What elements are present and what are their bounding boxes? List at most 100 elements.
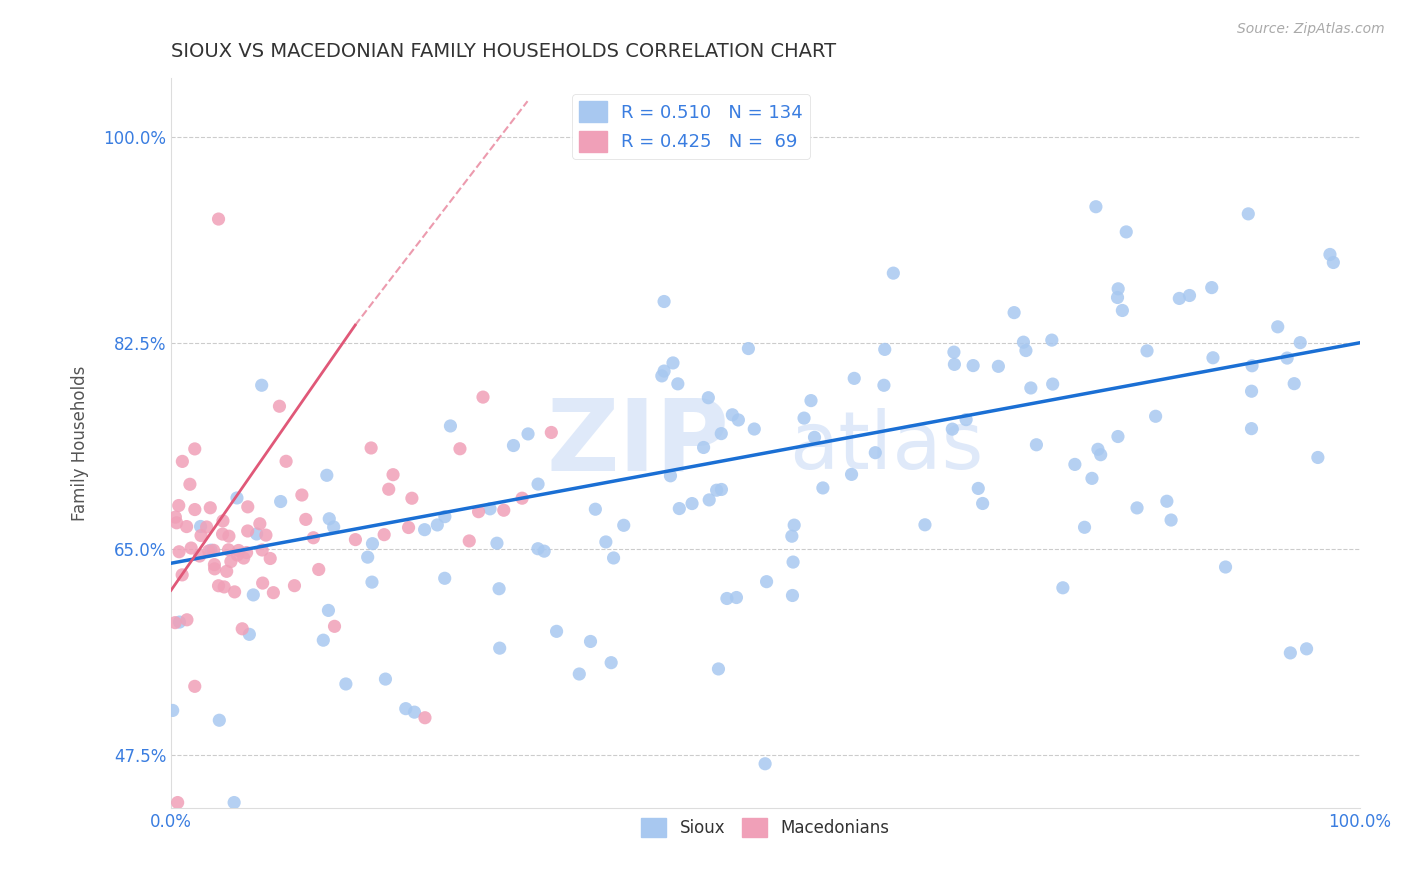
Point <box>162 703 184 717</box>
Point <box>1319 247 1341 261</box>
Point <box>188 549 211 563</box>
Point <box>1126 500 1149 515</box>
Legend: Sioux, Macedonians: Sioux, Macedonians <box>634 812 896 844</box>
Point <box>697 492 720 507</box>
Point <box>197 544 219 558</box>
Point <box>1275 351 1298 365</box>
Point <box>212 514 235 528</box>
Point <box>1107 291 1129 305</box>
Point <box>967 482 990 496</box>
Point <box>941 422 963 436</box>
Point <box>1295 641 1317 656</box>
Point <box>226 491 249 505</box>
Point <box>269 399 291 413</box>
Point <box>236 500 259 514</box>
Point <box>404 705 426 719</box>
Text: atlas: atlas <box>789 408 983 485</box>
Point <box>211 527 233 541</box>
Point <box>710 426 733 441</box>
Point <box>1168 292 1191 306</box>
Point <box>488 641 510 656</box>
Point <box>166 796 188 810</box>
Point <box>873 378 896 392</box>
Point <box>755 574 778 589</box>
Point <box>195 520 218 534</box>
Point <box>207 212 229 227</box>
Point <box>737 342 759 356</box>
Point <box>1107 282 1129 296</box>
Point <box>811 481 834 495</box>
Point <box>312 633 335 648</box>
Point <box>190 519 212 533</box>
Point <box>472 390 495 404</box>
Point <box>955 412 977 426</box>
Point <box>259 551 281 566</box>
Point <box>238 627 260 641</box>
Point <box>662 356 685 370</box>
Point <box>395 701 418 715</box>
Point <box>1282 376 1305 391</box>
Point <box>1107 429 1129 443</box>
Point <box>668 501 690 516</box>
Point <box>322 520 344 534</box>
Point <box>166 516 188 530</box>
Point <box>1240 384 1263 399</box>
Point <box>413 711 436 725</box>
Point <box>1115 225 1137 239</box>
Point <box>236 524 259 538</box>
Point <box>844 371 866 385</box>
Point <box>651 368 673 383</box>
Point <box>335 677 357 691</box>
Point <box>1160 513 1182 527</box>
Point <box>600 656 623 670</box>
Point <box>595 535 617 549</box>
Point <box>232 551 254 566</box>
Point <box>231 622 253 636</box>
Point <box>1002 305 1025 319</box>
Point <box>449 442 471 456</box>
Text: SIOUX VS MACEDONIAN FAMILY HOUSEHOLDS CORRELATION CHART: SIOUX VS MACEDONIAN FAMILY HOUSEHOLDS CO… <box>172 42 837 61</box>
Point <box>710 483 733 497</box>
Point <box>190 528 212 542</box>
Point <box>517 426 540 441</box>
Point <box>1215 560 1237 574</box>
Point <box>208 713 231 727</box>
Point <box>1040 333 1063 347</box>
Point <box>179 477 201 491</box>
Point <box>882 266 904 280</box>
Point <box>413 523 436 537</box>
Point <box>1322 255 1344 269</box>
Point <box>488 582 510 596</box>
Point <box>180 541 202 555</box>
Point <box>377 482 399 496</box>
Point <box>1201 280 1223 294</box>
Point <box>274 454 297 468</box>
Point <box>167 499 190 513</box>
Point <box>1267 319 1289 334</box>
Point <box>207 579 229 593</box>
Point <box>803 430 825 444</box>
Point <box>873 343 896 357</box>
Point <box>344 533 367 547</box>
Point <box>165 510 187 524</box>
Point <box>1012 335 1035 350</box>
Point <box>716 591 738 606</box>
Point <box>1052 581 1074 595</box>
Point <box>360 441 382 455</box>
Point <box>433 509 456 524</box>
Point <box>793 411 815 425</box>
Point <box>172 567 194 582</box>
Point <box>398 520 420 534</box>
Point <box>219 555 242 569</box>
Point <box>226 548 249 562</box>
Point <box>212 580 235 594</box>
Point <box>972 496 994 510</box>
Point <box>692 441 714 455</box>
Point <box>1090 448 1112 462</box>
Point <box>184 502 207 516</box>
Point <box>215 565 238 579</box>
Point <box>1144 409 1167 424</box>
Point <box>270 494 292 508</box>
Point <box>439 419 461 434</box>
Point <box>962 359 984 373</box>
